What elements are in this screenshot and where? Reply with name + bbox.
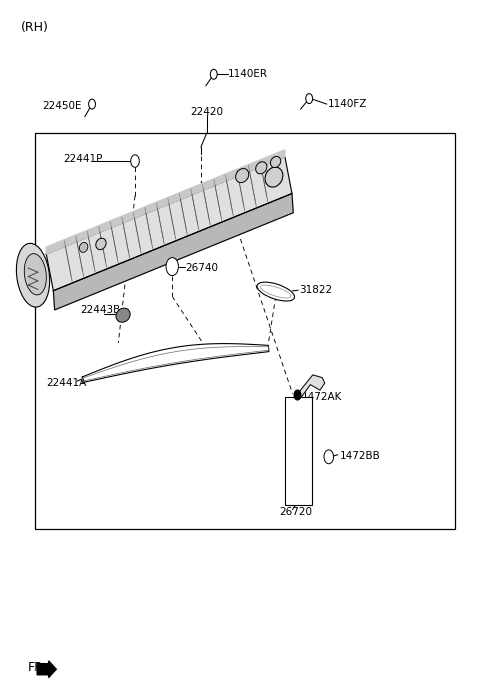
Circle shape	[166, 258, 179, 275]
Ellipse shape	[16, 243, 49, 307]
Polygon shape	[296, 375, 324, 398]
Text: 1472BB: 1472BB	[340, 451, 381, 461]
Text: 22443B: 22443B	[80, 305, 120, 314]
Circle shape	[294, 390, 301, 400]
Circle shape	[168, 261, 176, 272]
Text: 22441P: 22441P	[63, 154, 103, 164]
Text: 31822: 31822	[300, 285, 333, 296]
Text: 1140ER: 1140ER	[228, 69, 268, 79]
Polygon shape	[46, 150, 285, 254]
Ellipse shape	[257, 282, 295, 301]
Text: FR.: FR.	[28, 661, 47, 674]
Text: 1472AK: 1472AK	[302, 392, 342, 402]
Circle shape	[89, 99, 96, 109]
Ellipse shape	[236, 169, 249, 183]
Text: 26740: 26740	[185, 263, 218, 273]
Text: 22441A: 22441A	[47, 378, 87, 388]
Ellipse shape	[96, 238, 106, 250]
Circle shape	[324, 450, 334, 464]
Polygon shape	[46, 157, 292, 291]
Circle shape	[326, 453, 331, 460]
Polygon shape	[82, 344, 269, 383]
Bar	[285, 397, 312, 505]
Text: 26720: 26720	[280, 507, 312, 516]
Bar	[35, 133, 455, 529]
Ellipse shape	[270, 156, 281, 167]
Polygon shape	[53, 194, 293, 310]
Text: 22420: 22420	[190, 107, 223, 118]
Ellipse shape	[261, 285, 291, 298]
Circle shape	[210, 69, 217, 79]
Ellipse shape	[265, 167, 283, 187]
Text: 1140FZ: 1140FZ	[328, 99, 368, 109]
Circle shape	[306, 93, 312, 104]
Ellipse shape	[24, 254, 47, 295]
Ellipse shape	[256, 162, 267, 174]
Text: 22450E: 22450E	[42, 101, 82, 112]
Ellipse shape	[116, 308, 130, 322]
Text: (RH): (RH)	[21, 22, 48, 34]
FancyArrow shape	[37, 661, 56, 677]
Circle shape	[131, 155, 139, 167]
Ellipse shape	[79, 243, 88, 252]
